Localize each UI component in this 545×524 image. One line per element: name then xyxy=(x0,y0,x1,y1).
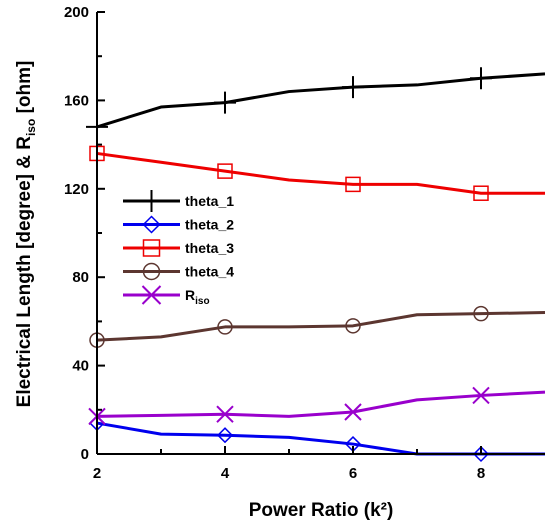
legend-marker xyxy=(142,239,161,257)
data-point xyxy=(214,91,236,114)
legend-marker xyxy=(142,215,161,234)
legend-entry: Riso xyxy=(123,285,210,307)
series-line xyxy=(96,72,545,129)
data-point xyxy=(216,427,234,444)
data-point xyxy=(472,445,490,463)
x-tick-label: 6 xyxy=(349,465,357,482)
data-point xyxy=(345,318,361,334)
series-line xyxy=(96,151,545,195)
x-tick-label: 4 xyxy=(221,465,230,482)
legend-marker xyxy=(140,190,163,212)
legend-entry: theta_1 xyxy=(123,190,234,212)
data-point xyxy=(344,403,362,421)
y-tick-label: 40 xyxy=(72,358,89,375)
series-theta-3 xyxy=(89,145,545,201)
series-line xyxy=(96,311,545,342)
y-axis-label: Electrical Length [degree] & Riso [ohm] xyxy=(14,61,38,408)
series-riso xyxy=(88,386,545,426)
data-point xyxy=(470,67,492,90)
legend-label: theta_1 xyxy=(185,193,234,209)
data-point xyxy=(345,176,361,193)
axes-layer: 0 40 80 120 160 200 2 4 6 8 xyxy=(64,4,545,482)
legend-entry: theta_3 xyxy=(123,239,234,257)
y-tick-label: 120 xyxy=(64,181,89,198)
legend-label: theta_4 xyxy=(185,264,234,280)
y-tick-label: 80 xyxy=(72,269,89,286)
data-point xyxy=(472,386,490,405)
data-point xyxy=(216,405,234,423)
legend-label: Riso xyxy=(185,287,210,307)
data-point xyxy=(473,305,489,322)
series-theta-1 xyxy=(86,67,545,138)
legend-entry: theta_4 xyxy=(123,262,234,281)
legend-marker xyxy=(141,285,162,305)
legend-marker xyxy=(142,262,161,281)
data-point xyxy=(217,319,233,335)
series-line xyxy=(96,390,545,418)
x-axis-label: Power Ratio (k²) xyxy=(249,500,394,521)
legend-entry: theta_2 xyxy=(123,215,234,234)
y-tick-label: 0 xyxy=(81,446,89,463)
legend-label: theta_2 xyxy=(185,217,234,233)
series-theta-4 xyxy=(89,305,545,348)
legend-label: theta_3 xyxy=(185,240,234,256)
data-point xyxy=(217,163,233,179)
data-point xyxy=(473,185,489,201)
x-tick-label: 2 xyxy=(93,465,101,482)
data-point xyxy=(342,76,364,99)
y-tick-label: 200 xyxy=(64,4,89,21)
y-tick-label: 160 xyxy=(64,92,89,109)
x-tick-label: 8 xyxy=(477,465,485,482)
legend: theta_1 theta_2 theta_3 theta_4 Riso xyxy=(123,190,234,307)
